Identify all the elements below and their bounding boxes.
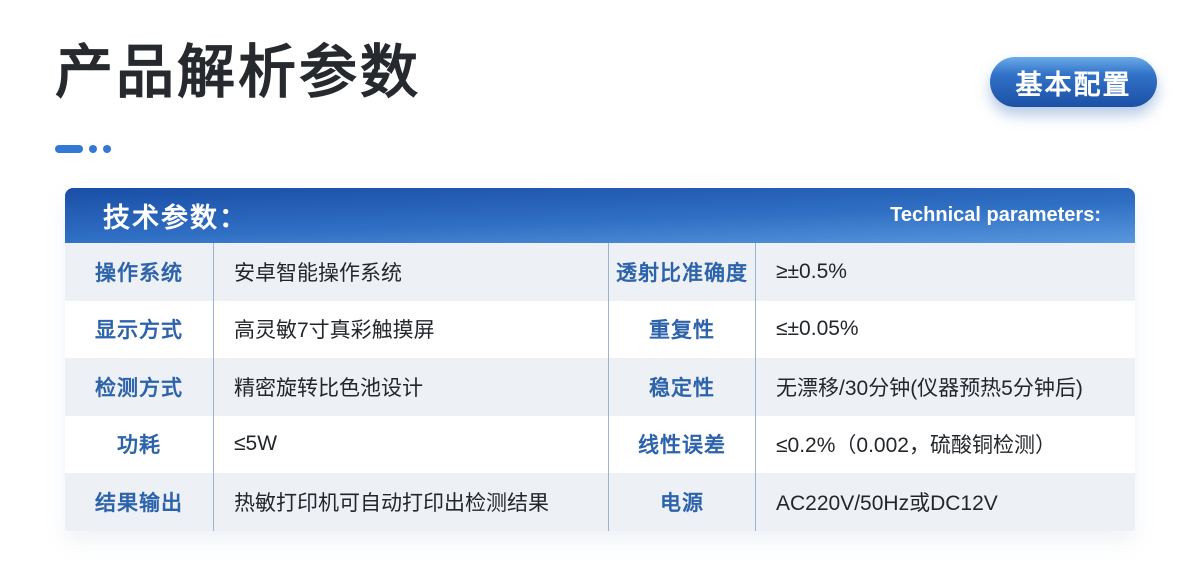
param-value: 无漂移/30分钟(仪器预热5分钟后) [755,358,1135,416]
param-label: 稳定性 [608,358,755,416]
decoration-dash [55,145,83,153]
title-underline-decoration [55,145,111,153]
spec-table-header-en: Technical parameters: [890,204,1101,226]
param-label: 显示方式 [95,319,183,343]
param-value: 精密旋转比色池设计 [213,358,608,416]
param-label: 检测方式 [95,376,183,400]
table-row: 操作系统 安卓智能操作系统 透射比准确度 ≥±0.5% [65,243,1135,301]
param-value: ≤±0.05% [755,300,1135,358]
table-row: 功耗 ≤5W 线性误差 ≤0.2%（0.002，硫酸铜检测） [65,415,1135,473]
spec-table: 技术参数： Technical parameters: 操作系统 安卓智能操作系… [65,188,1135,531]
param-label: 线性误差 [608,415,755,473]
page-title: 产品解析参数 [55,40,422,105]
param-label: 操作系统 [95,261,183,285]
param-value: ≤5W [213,415,608,473]
spec-table-header: 技术参数： Technical parameters: [65,188,1135,243]
param-value: 高灵敏7寸真彩触摸屏 [213,300,608,358]
table-row: 显示方式 高灵敏7寸真彩触摸屏 重复性 ≤±0.05% [65,300,1135,358]
decoration-dot [89,145,97,153]
spec-table-header-cn: 技术参数： [103,203,248,233]
basic-config-badge[interactable]: 基本配置 [990,57,1157,107]
param-value: ≥±0.5% [755,243,1135,301]
table-row: 检测方式 精密旋转比色池设计 稳定性 无漂移/30分钟(仪器预热5分钟后) [65,358,1135,416]
param-label: 重复性 [608,300,755,358]
param-value: ≤0.2%（0.002，硫酸铜检测） [755,415,1135,473]
decoration-dot [103,145,111,153]
param-value: 热敏打印机可自动打印出检测结果 [213,473,608,531]
table-row: 结果输出 热敏打印机可自动打印出检测结果 电源 AC220V/50Hz或DC12… [65,473,1135,531]
param-label: 结果输出 [95,491,183,515]
param-label: 电源 [608,473,755,531]
param-value: AC220V/50Hz或DC12V [755,473,1135,531]
param-label: 功耗 [117,434,161,458]
param-value: 安卓智能操作系统 [213,243,608,301]
param-label: 透射比准确度 [608,243,755,301]
